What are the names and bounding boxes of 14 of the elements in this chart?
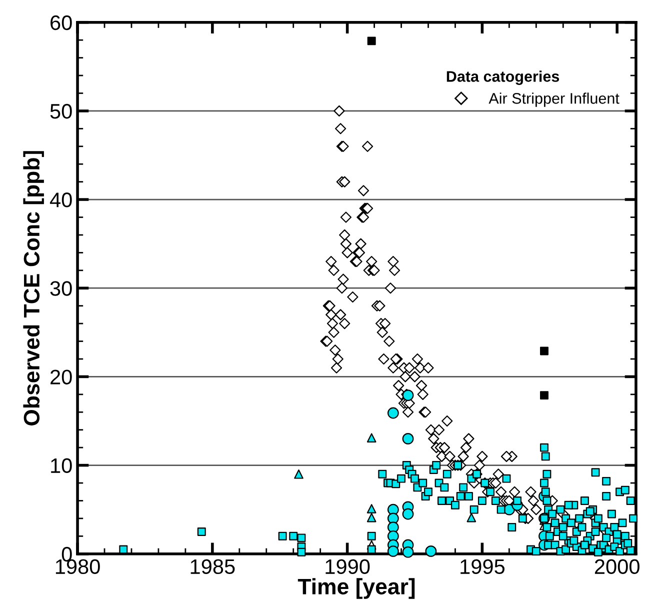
y-tick-label: 10	[51, 458, 72, 474]
x-tick-label: 1990	[326, 559, 370, 574]
y-tick-label: 50	[50, 104, 72, 119]
x-axis-title: Time [year]	[298, 578, 415, 599]
y-tick-label: 20	[50, 370, 72, 384]
x-tick-label: 1985	[190, 559, 235, 574]
x-tick-label: 2000	[594, 559, 640, 574]
y-axis-title: Observed TCE Conc [ppb]	[23, 151, 44, 426]
legend-label: Air Stripper Influent	[488, 92, 620, 107]
legend-title: Data catogeries	[446, 70, 560, 85]
y-tick-label: 40	[50, 192, 72, 208]
x-tick-label: 1995	[460, 559, 504, 574]
y-tick-label: 60	[50, 15, 72, 30]
y-tick-label: 30	[50, 281, 72, 296]
